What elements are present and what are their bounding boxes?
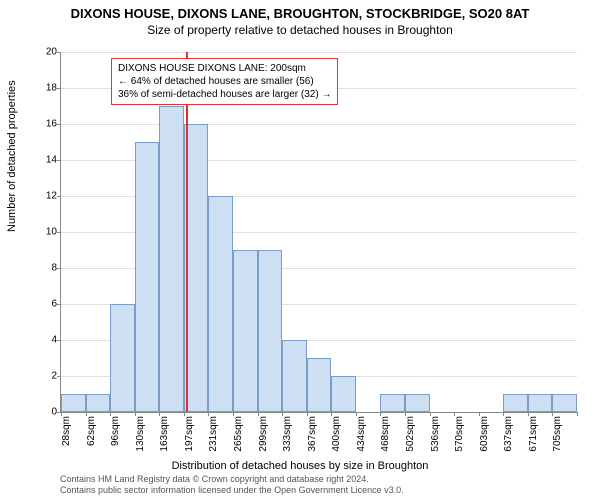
x-tick-label: 671sqm [528,416,539,466]
y-tick-label: 20 [27,47,57,58]
x-tick-label: 603sqm [479,416,490,466]
x-tick-label: 502sqm [405,416,416,466]
callout-line: 36% of semi-detached houses are larger (… [118,88,331,101]
x-tick-label: 28sqm [61,416,72,466]
grid-line [61,124,577,125]
histogram-bar [135,142,160,412]
y-tick-label: 2 [27,371,57,382]
histogram-bar [331,376,356,412]
x-tick-label: 570sqm [454,416,465,466]
y-tick-mark [57,124,61,125]
y-tick-label: 8 [27,263,57,274]
y-tick-label: 14 [27,155,57,166]
histogram-bar [503,394,528,412]
x-tick-mark [577,412,578,416]
histogram-bar [307,358,332,412]
x-tick-label: 130sqm [135,416,146,466]
histogram-bar [61,394,86,412]
y-axis-label: Number of detached properties [6,80,18,232]
x-tick-label: 400sqm [331,416,342,466]
footer-line-1: Contains HM Land Registry data © Crown c… [60,474,404,485]
y-tick-mark [57,232,61,233]
x-axis-label: Distribution of detached houses by size … [0,460,600,472]
callout-line: DIXONS HOUSE DIXONS LANE: 200sqm [118,62,331,75]
y-tick-label: 6 [27,299,57,310]
x-tick-label: 367sqm [307,416,318,466]
histogram-bar [208,196,233,412]
y-tick-mark [57,52,61,53]
x-tick-label: 265sqm [233,416,244,466]
histogram-bar [233,250,258,412]
histogram-bar [86,394,111,412]
histogram-bar [159,106,184,412]
x-tick-label: 197sqm [184,416,195,466]
histogram-bar [380,394,405,412]
property-marker-line [186,52,188,412]
x-tick-label: 62sqm [86,416,97,466]
y-tick-mark [57,376,61,377]
y-tick-label: 18 [27,83,57,94]
y-tick-mark [57,160,61,161]
chart-title: DIXONS HOUSE, DIXONS LANE, BROUGHTON, ST… [0,0,600,21]
y-tick-mark [57,340,61,341]
y-tick-label: 16 [27,119,57,130]
x-tick-label: 163sqm [159,416,170,466]
x-tick-label: 637sqm [503,416,514,466]
y-tick-mark [57,196,61,197]
y-tick-mark [57,88,61,89]
histogram-bar [258,250,283,412]
callout-line: ← 64% of detached houses are smaller (56… [118,75,331,88]
chart-footer: Contains HM Land Registry data © Crown c… [60,474,404,496]
x-tick-label: 96sqm [110,416,121,466]
x-tick-label: 299sqm [258,416,269,466]
x-tick-label: 468sqm [380,416,391,466]
footer-line-2: Contains public sector information licen… [60,485,404,496]
y-tick-label: 12 [27,191,57,202]
histogram-bar [552,394,577,412]
x-tick-label: 231sqm [208,416,219,466]
plot-region: 0246810121416182028sqm62sqm96sqm130sqm16… [60,52,577,413]
grid-line [61,52,577,53]
histogram-bar [528,394,553,412]
y-tick-mark [57,268,61,269]
x-tick-label: 536sqm [430,416,441,466]
y-tick-mark [57,304,61,305]
x-tick-label: 705sqm [552,416,563,466]
y-tick-label: 0 [27,407,57,418]
chart-area: 0246810121416182028sqm62sqm96sqm130sqm16… [60,52,576,412]
histogram-bar [110,304,135,412]
histogram-bar [282,340,307,412]
y-tick-label: 10 [27,227,57,238]
x-tick-label: 333sqm [282,416,293,466]
property-callout: DIXONS HOUSE DIXONS LANE: 200sqm← 64% of… [111,58,338,105]
chart-subtitle: Size of property relative to detached ho… [0,21,600,37]
histogram-bar [405,394,430,412]
y-tick-label: 4 [27,335,57,346]
chart-container: DIXONS HOUSE, DIXONS LANE, BROUGHTON, ST… [0,0,600,500]
x-tick-label: 434sqm [356,416,367,466]
